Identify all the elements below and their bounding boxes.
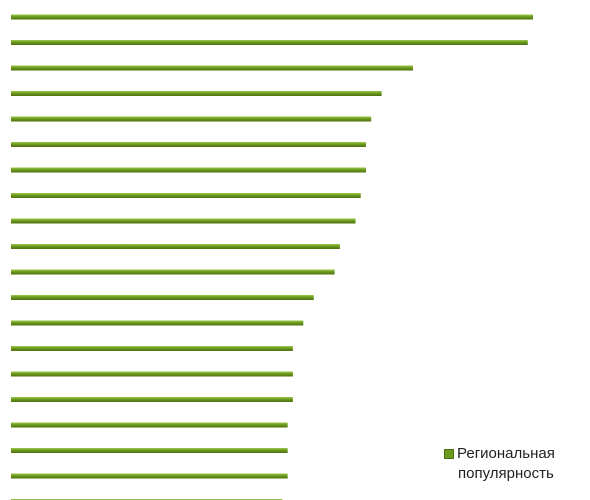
bar-6[interactable]: [11, 142, 366, 147]
bar-3[interactable]: [11, 65, 413, 71]
bar-2[interactable]: [11, 40, 528, 45]
legend: Региональная популярность: [444, 444, 590, 484]
bar-19[interactable]: [11, 473, 288, 479]
bar-7[interactable]: [11, 167, 366, 173]
bar-9[interactable]: [11, 218, 356, 224]
bar-15[interactable]: [11, 371, 293, 377]
legend-item[interactable]: Региональная популярность: [444, 444, 590, 484]
legend-label: Региональная популярность: [457, 445, 555, 482]
bar-14[interactable]: [11, 346, 293, 351]
bar-12[interactable]: [11, 295, 314, 300]
bar-11[interactable]: [11, 269, 335, 275]
bar-5[interactable]: [11, 116, 372, 122]
bar-13[interactable]: [11, 320, 304, 326]
legend-swatch: [444, 449, 454, 459]
bars-group: [11, 14, 533, 500]
bar-8[interactable]: [11, 193, 361, 198]
bar-10[interactable]: [11, 244, 340, 249]
bar-4[interactable]: [11, 91, 382, 96]
bar-1[interactable]: [11, 14, 533, 20]
bar-16[interactable]: [11, 397, 293, 402]
bar-18[interactable]: [11, 448, 288, 453]
bar-17[interactable]: [11, 422, 288, 428]
